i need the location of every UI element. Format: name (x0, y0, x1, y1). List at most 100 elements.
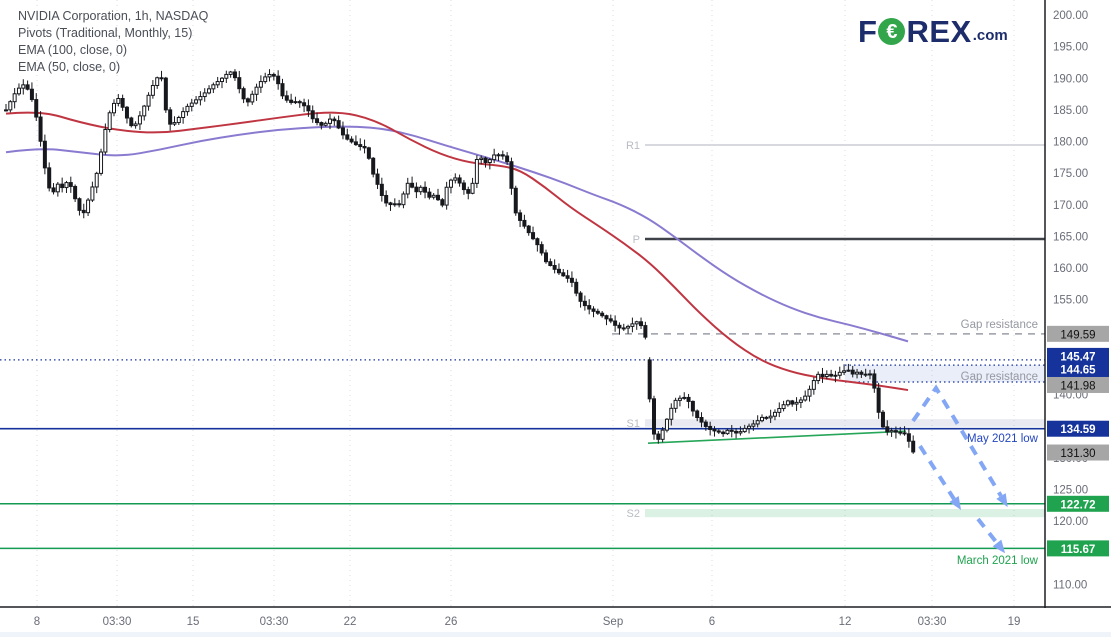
chart-legend[interactable]: NVIDIA Corporation, 1h, NASDAQ Pivots (T… (18, 8, 208, 76)
time-tick-label[interactable]: 22 (344, 616, 357, 628)
time-tick-label[interactable]: 26 (445, 616, 458, 628)
candle-body (310, 110, 315, 120)
price-tick-label[interactable]: 125.00 (1053, 484, 1088, 496)
time-tick-label[interactable]: 8 (34, 616, 40, 628)
candle-body (146, 94, 151, 107)
candle-body (699, 417, 704, 423)
forex-logo: F € REX .com (858, 16, 1008, 47)
price-axis[interactable]: 200.00 195.00 190.00 185.00 180.00 175.00 170.… (1044, 0, 1111, 608)
candle-body (522, 219, 527, 227)
candle-body (548, 261, 553, 267)
candle-body (366, 147, 371, 159)
price-tick-label[interactable]: 160.00 (1053, 263, 1088, 275)
price-tick-label[interactable]: 120.00 (1053, 516, 1088, 528)
candle-body (181, 111, 186, 118)
candle-body (539, 244, 544, 254)
candle-body (842, 370, 847, 373)
annotation-may-2021-low: May 2021 low (967, 433, 1039, 445)
projection-arrows (911, 384, 1008, 554)
candle-body (198, 96, 203, 101)
candle-body (898, 431, 903, 434)
candle-body (652, 398, 656, 435)
price-tick-label[interactable]: 180.00 (1053, 137, 1088, 149)
price-tick-label[interactable]: 200.00 (1053, 10, 1088, 22)
price-tick-label[interactable]: 175.00 (1053, 168, 1088, 180)
time-tick-label[interactable]: 03:30 (260, 616, 289, 628)
time-tick-label[interactable]: Sep (603, 616, 623, 628)
candle-body (505, 155, 510, 163)
candle-body (785, 400, 790, 406)
candle-body (647, 359, 652, 400)
candle-body (297, 101, 302, 104)
candle-body (168, 109, 173, 125)
candle-body (371, 157, 376, 175)
candle-body (829, 373, 834, 377)
time-axis[interactable]: 8 03:30 15 03:30 22 26 Sep 6 12 03:30 19 (0, 606, 1111, 637)
candle-body (734, 430, 739, 434)
time-tick-label[interactable]: 03:30 (103, 616, 132, 628)
candle-body (868, 373, 872, 376)
candle-body (142, 105, 147, 117)
price-tick-label[interactable]: 110.00 (1053, 579, 1087, 591)
candle-body (241, 88, 246, 100)
price-tick-label[interactable]: 185.00 (1053, 105, 1088, 117)
legend-pivots[interactable]: Pivots (Traditional, Monthly, 15) (18, 26, 193, 40)
pivot-r1-label: R1 (626, 140, 640, 152)
candle-body (656, 433, 661, 440)
time-tick-label[interactable]: 6 (709, 616, 715, 628)
time-tick-label[interactable]: 03:30 (918, 616, 947, 628)
candle-body (340, 127, 345, 136)
legend-ema100[interactable]: EMA (100, close, 0) (18, 43, 128, 57)
price-badge-text: 134.59 (1060, 424, 1095, 436)
candle-body (626, 325, 631, 329)
candle-body (375, 173, 380, 185)
price-tick-label[interactable]: 165.00 (1053, 231, 1088, 243)
candle-body (189, 102, 194, 107)
candle-body (803, 395, 808, 401)
candle-body (837, 371, 842, 376)
candle-body (211, 84, 216, 90)
candle-body (876, 387, 881, 413)
candle-body (911, 440, 916, 453)
candle-body (492, 154, 497, 161)
candle-body (414, 186, 419, 193)
candle-body (781, 404, 786, 410)
time-tick-label[interactable]: 19 (1008, 616, 1021, 628)
time-tick-label[interactable]: 12 (839, 616, 852, 628)
legend-ema50[interactable]: EMA (50, close, 0) (18, 60, 121, 74)
price-tick-label[interactable]: 155.00 (1053, 295, 1088, 307)
candle-body (21, 84, 26, 89)
price-badge-text: 149.59 (1060, 329, 1095, 341)
candle-body (569, 277, 574, 283)
candle-body (267, 73, 272, 78)
candle-body (358, 144, 363, 148)
candle-body (220, 77, 224, 83)
candle-body (556, 268, 561, 274)
price-badge-text: 145.47 (1060, 351, 1095, 363)
price-label-badge: 144.65 (1047, 361, 1109, 378)
candle-body (518, 212, 523, 221)
price-tick-label[interactable]: 190.00 (1053, 73, 1088, 85)
candle-body (284, 95, 289, 101)
annotation-gap-resistance: Gap resistance (961, 319, 1038, 331)
legend-symbol[interactable]: NVIDIA Corporation, 1h, NASDAQ (18, 9, 209, 23)
price-label-badge: 134.59 (1047, 420, 1109, 437)
candle-body (513, 187, 518, 214)
candle-body (254, 86, 259, 95)
candle-body (77, 198, 82, 211)
price-tick-label[interactable]: 195.00 (1053, 42, 1088, 54)
candle-body (99, 151, 104, 174)
price-label-badge: 115.67 (1047, 540, 1109, 557)
candle-body (423, 186, 428, 193)
candle-body (833, 374, 838, 377)
candle-body (345, 134, 350, 140)
candlestick-series (4, 69, 916, 454)
time-tick-label[interactable]: 15 (187, 616, 200, 628)
pivot-levels: R1 P S1 S2 (626, 140, 1045, 520)
candle-body (410, 182, 415, 188)
candle-body (824, 373, 829, 378)
candle-body (38, 116, 43, 142)
candle-body (51, 187, 56, 193)
price-tick-label[interactable]: 170.00 (1053, 200, 1088, 212)
